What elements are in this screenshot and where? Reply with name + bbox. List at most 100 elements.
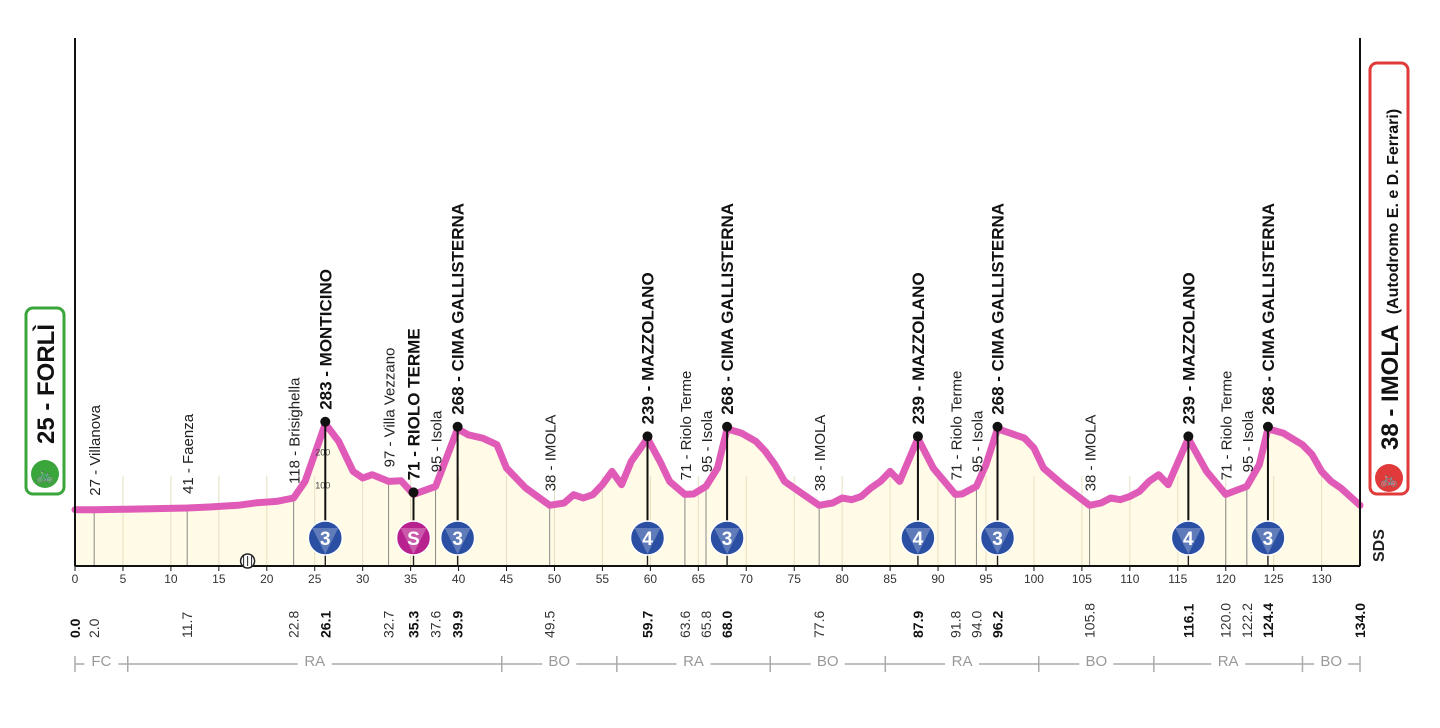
elevation-scale-label: 200 <box>315 447 330 457</box>
km-marker-label: 91.8 <box>947 611 963 638</box>
climb-category-marker <box>439 520 476 556</box>
km-marker-label: 124.4 <box>1260 603 1276 638</box>
region-label-bg <box>810 657 845 671</box>
km-marker-label: 32.7 <box>381 611 397 638</box>
marker-chevron <box>444 528 471 554</box>
region-label-bg <box>1079 657 1114 671</box>
marker-category-label: 4 <box>1183 529 1194 550</box>
km-marker-label: 120.0 <box>1218 603 1234 638</box>
marker-category-label: 3 <box>320 529 331 550</box>
x-tick-label: 40 <box>452 572 466 586</box>
place-label: 95 - Isola <box>699 410 716 472</box>
km-marker-label: 49.5 <box>542 611 558 638</box>
summit-dot <box>408 487 419 498</box>
sds-logo: SDS <box>1371 529 1388 562</box>
cyclist-glyph: 🚲 <box>36 467 55 484</box>
km-marker-label: 65.8 <box>698 611 714 638</box>
place-label: 38 - IMOLA <box>812 415 829 492</box>
summit-dot <box>1262 421 1273 432</box>
x-tick-label: 20 <box>260 572 274 586</box>
marker-chevron <box>1254 528 1281 554</box>
summit-dot <box>1183 431 1194 442</box>
place-label: 27 - Villanova <box>87 404 104 495</box>
x-tick-label: 15 <box>212 572 226 586</box>
x-tick-label: 120 <box>1216 572 1236 586</box>
marker-category-label: 4 <box>913 529 924 550</box>
x-tick-label: 105 <box>1072 572 1092 586</box>
km-marker-label: 105.8 <box>1082 603 1098 638</box>
region-label: RA <box>952 653 973 670</box>
x-tick-label: 130 <box>1312 572 1332 586</box>
region-label: BO <box>1320 653 1342 670</box>
x-tick-label: 35 <box>404 572 418 586</box>
region-label-bg <box>945 657 980 671</box>
km-labels-layer: 0.0 2.0 11.7 22.8 26.1 32.7 35.3 37.6 39.9 49.5 59… <box>67 603 1368 638</box>
marker-chevron <box>1175 528 1202 554</box>
summit-dot <box>320 416 331 427</box>
km-marker-label: 77.6 <box>811 611 827 638</box>
km-marker-label: 39.9 <box>450 611 466 638</box>
place-label: 97 - Villa Vezzano <box>382 348 399 468</box>
x-tick-label: 30 <box>356 572 370 586</box>
place-label: 38 - IMOLA <box>1083 415 1100 492</box>
marker-category-label: 3 <box>992 529 1003 550</box>
region-label: RA <box>683 653 704 670</box>
region-label-bg <box>297 657 332 671</box>
climb-markers-layer: 3 S 3 4 3 4 3 4 3 <box>307 416 1286 556</box>
x-tick-label: 25 <box>308 572 322 586</box>
km-marker-label: 59.7 <box>639 611 655 638</box>
climb-category-marker <box>1170 520 1207 556</box>
cyclist-icon <box>31 460 59 488</box>
place-label: 71 - RIOLO TERME <box>405 328 424 480</box>
cyclist-finish-icon <box>1375 464 1403 492</box>
km-marker-label: 37.6 <box>428 611 444 638</box>
place-label: 283 - MONTICINO <box>316 269 335 410</box>
x-tick-label: 80 <box>835 572 849 586</box>
x-tick-label: 45 <box>500 572 514 586</box>
km-marker-label: 11.7 <box>179 612 195 638</box>
place-label: 38 - IMOLA <box>543 415 560 492</box>
marker-chevron <box>312 528 339 554</box>
region-label-bg <box>542 657 577 671</box>
km-marker-label: 35.3 <box>406 611 422 638</box>
region-label: BO <box>548 653 570 670</box>
marker-category-label: S <box>407 529 420 550</box>
profile-line-layer <box>71 420 1364 514</box>
cyclist-finish-glyph: 🚲 <box>1380 471 1399 488</box>
x-tick-label: 50 <box>548 572 562 586</box>
regions-layer: FC RA BO RA BO RA BO RA BO <box>74 653 1361 672</box>
place-label: 239 - MAZZOLANO <box>1179 272 1198 424</box>
axes-layer: 200 100 0 5 10 15 20 25 30 35 40 45 50 55 60 65 70 75 80 85… <box>72 38 1361 586</box>
km-marker-label: 96.2 <box>990 611 1006 638</box>
km-marker-label: 2.0 <box>86 618 102 638</box>
finish-sublabel: (Autodromo E. e D. Ferrari) <box>1385 109 1402 314</box>
x-tick-label: 0 <box>72 572 79 586</box>
km-marker-label: 0.0 <box>67 618 83 638</box>
x-tick-label: 110 <box>1120 572 1139 586</box>
x-tick-label: 95 <box>979 572 993 586</box>
km-marker-label: 68.0 <box>719 611 735 638</box>
x-tick-label: 100 <box>1024 572 1044 586</box>
place-label: 71 - Riolo Terme <box>948 371 965 481</box>
place-label: 95 - Isola <box>1240 410 1257 472</box>
climb-category-marker <box>709 520 745 556</box>
km-marker-label: 63.6 <box>677 611 693 638</box>
place-label: 268 - CIMA GALLISTERNA <box>989 203 1008 415</box>
climb-category-marker <box>1250 520 1286 556</box>
x-tick-label: 115 <box>1168 572 1187 586</box>
marker-chevron <box>400 528 427 554</box>
sprint-marker <box>395 520 432 556</box>
start-badge: 25 - FORLÌ 🚲 <box>24 306 66 496</box>
region-label-bg <box>676 657 711 671</box>
x-tick-label: 85 <box>883 572 897 586</box>
x-tick-label: 60 <box>644 572 658 586</box>
km-marker-label: 122.2 <box>1239 603 1255 638</box>
finish-label: 38 - IMOLA <box>1377 325 1404 450</box>
x-tick-label: 90 <box>931 572 945 586</box>
km-marker-label: 116.1 <box>1180 604 1196 638</box>
finish-label-group: 38 - IMOLA (Autodromo E. e D. Ferrari) <box>1377 109 1404 450</box>
finish-badge: 38 - IMOLA (Autodromo E. e D. Ferrari) 🚲 <box>1368 61 1410 496</box>
x-tick-label: 10 <box>164 572 178 586</box>
place-label: 268 - CIMA GALLISTERNA <box>718 203 737 415</box>
